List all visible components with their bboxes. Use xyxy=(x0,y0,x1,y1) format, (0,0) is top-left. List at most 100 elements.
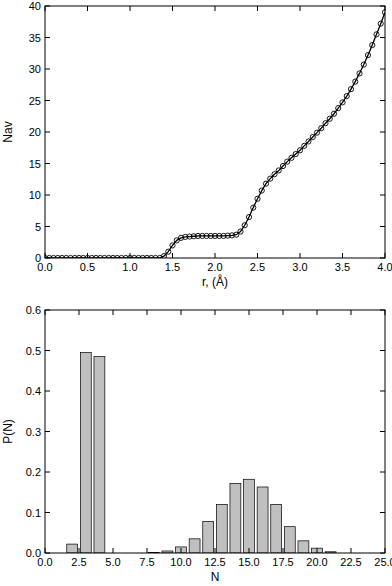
x-tick-label: 2.5 xyxy=(71,556,86,568)
y-tick xyxy=(45,195,50,196)
x-tick-label: 2.5 xyxy=(250,261,265,273)
data-point xyxy=(161,254,166,258)
y-tick-label: 10 xyxy=(29,189,41,201)
data-point xyxy=(280,163,285,168)
data-point xyxy=(365,53,370,58)
x-tick-label: 17.5 xyxy=(272,556,293,568)
x-tick-top xyxy=(45,310,46,315)
x-tick-label: 2.0 xyxy=(207,261,222,273)
data-point xyxy=(170,243,175,248)
x-tick-top xyxy=(257,6,258,11)
y-tick-right xyxy=(380,195,385,196)
y-tick-right xyxy=(380,431,385,432)
x-tick-top xyxy=(385,310,386,315)
data-point xyxy=(268,176,273,181)
frame xyxy=(45,310,385,553)
x-tick xyxy=(45,253,46,258)
bar xyxy=(271,504,282,553)
data-point xyxy=(323,121,328,126)
x-tick-label: 3.0 xyxy=(292,261,307,273)
x-tick-top xyxy=(79,310,80,315)
data-point xyxy=(306,139,311,144)
y-tick xyxy=(45,226,50,227)
data-point xyxy=(246,214,251,219)
y-tick-right xyxy=(380,163,385,164)
data-point xyxy=(251,205,256,210)
data-point xyxy=(353,79,358,84)
y-tick xyxy=(45,310,50,311)
data-point xyxy=(255,196,260,201)
x-tick-label: 3.5 xyxy=(335,261,350,273)
y-tick-right xyxy=(380,6,385,7)
x-tick-top xyxy=(215,310,216,315)
x-tick xyxy=(79,548,80,553)
x-tick-label: 25.0 xyxy=(374,556,392,568)
data-point xyxy=(285,159,290,164)
x-tick xyxy=(283,548,284,553)
x-tick xyxy=(257,253,258,258)
x-axis-label: r, (Å) xyxy=(202,274,228,289)
y-tick-label: 0.3 xyxy=(26,426,41,438)
x-tick-top xyxy=(385,6,386,11)
data-point xyxy=(242,223,247,228)
data-point xyxy=(348,87,353,92)
x-tick-top xyxy=(342,6,343,11)
bar xyxy=(80,353,91,553)
x-tick-label: 12.5 xyxy=(204,556,225,568)
data-line xyxy=(45,12,385,258)
bar xyxy=(257,487,268,553)
figure: 0.00.51.01.52.02.53.03.54.00510152025303… xyxy=(0,0,392,586)
y-tick xyxy=(45,69,50,70)
y-tick xyxy=(45,163,50,164)
bar xyxy=(176,547,187,553)
x-tick-top xyxy=(87,6,88,11)
bar xyxy=(203,521,214,553)
x-tick-label: 7.5 xyxy=(139,556,154,568)
y-tick xyxy=(45,391,50,392)
data-point xyxy=(374,32,379,37)
y-tick-right xyxy=(380,350,385,351)
x-tick-top xyxy=(181,310,182,315)
data-point xyxy=(340,100,345,105)
x-tick xyxy=(385,253,386,258)
y-tick xyxy=(45,100,50,101)
data-point xyxy=(289,155,294,160)
y-tick-label: 0.4 xyxy=(26,385,41,397)
data-point xyxy=(331,111,336,116)
data-point xyxy=(259,188,264,193)
x-tick xyxy=(45,548,46,553)
y-tick-label: 40 xyxy=(29,0,41,12)
bar xyxy=(94,357,105,553)
frame xyxy=(45,6,385,258)
y-tick-right xyxy=(380,100,385,101)
data-point xyxy=(314,130,319,135)
bar xyxy=(312,548,323,553)
y-tick-label: 35 xyxy=(29,32,41,44)
chart: 0.02.55.07.510.012.515.017.520.022.525.0… xyxy=(1,304,392,584)
y-tick-label: 15 xyxy=(29,158,41,170)
bar xyxy=(67,544,78,553)
bar xyxy=(230,483,241,553)
y-tick xyxy=(45,37,50,38)
y-axis-label: Nav xyxy=(1,121,15,142)
data-point xyxy=(327,116,332,121)
chart: 0.00.51.01.52.02.53.03.54.00510152025303… xyxy=(1,0,392,289)
x-tick-top xyxy=(147,310,148,315)
y-tick-label: 0.6 xyxy=(26,304,41,316)
x-tick-top xyxy=(300,6,301,11)
y-tick-right xyxy=(380,310,385,311)
y-tick-right xyxy=(380,512,385,513)
y-tick-label: 30 xyxy=(29,63,41,75)
y-axis-label: P(N) xyxy=(1,419,15,444)
data-point xyxy=(344,93,349,98)
x-tick xyxy=(130,253,131,258)
y-tick-label: 25 xyxy=(29,95,41,107)
data-point xyxy=(302,143,307,148)
plot-area xyxy=(67,353,336,553)
x-tick-top xyxy=(317,310,318,315)
x-tick-label: 0.5 xyxy=(80,261,95,273)
x-tick-top xyxy=(45,6,46,11)
data-point xyxy=(272,172,277,177)
y-tick-right xyxy=(380,69,385,70)
y-tick-right xyxy=(380,391,385,392)
